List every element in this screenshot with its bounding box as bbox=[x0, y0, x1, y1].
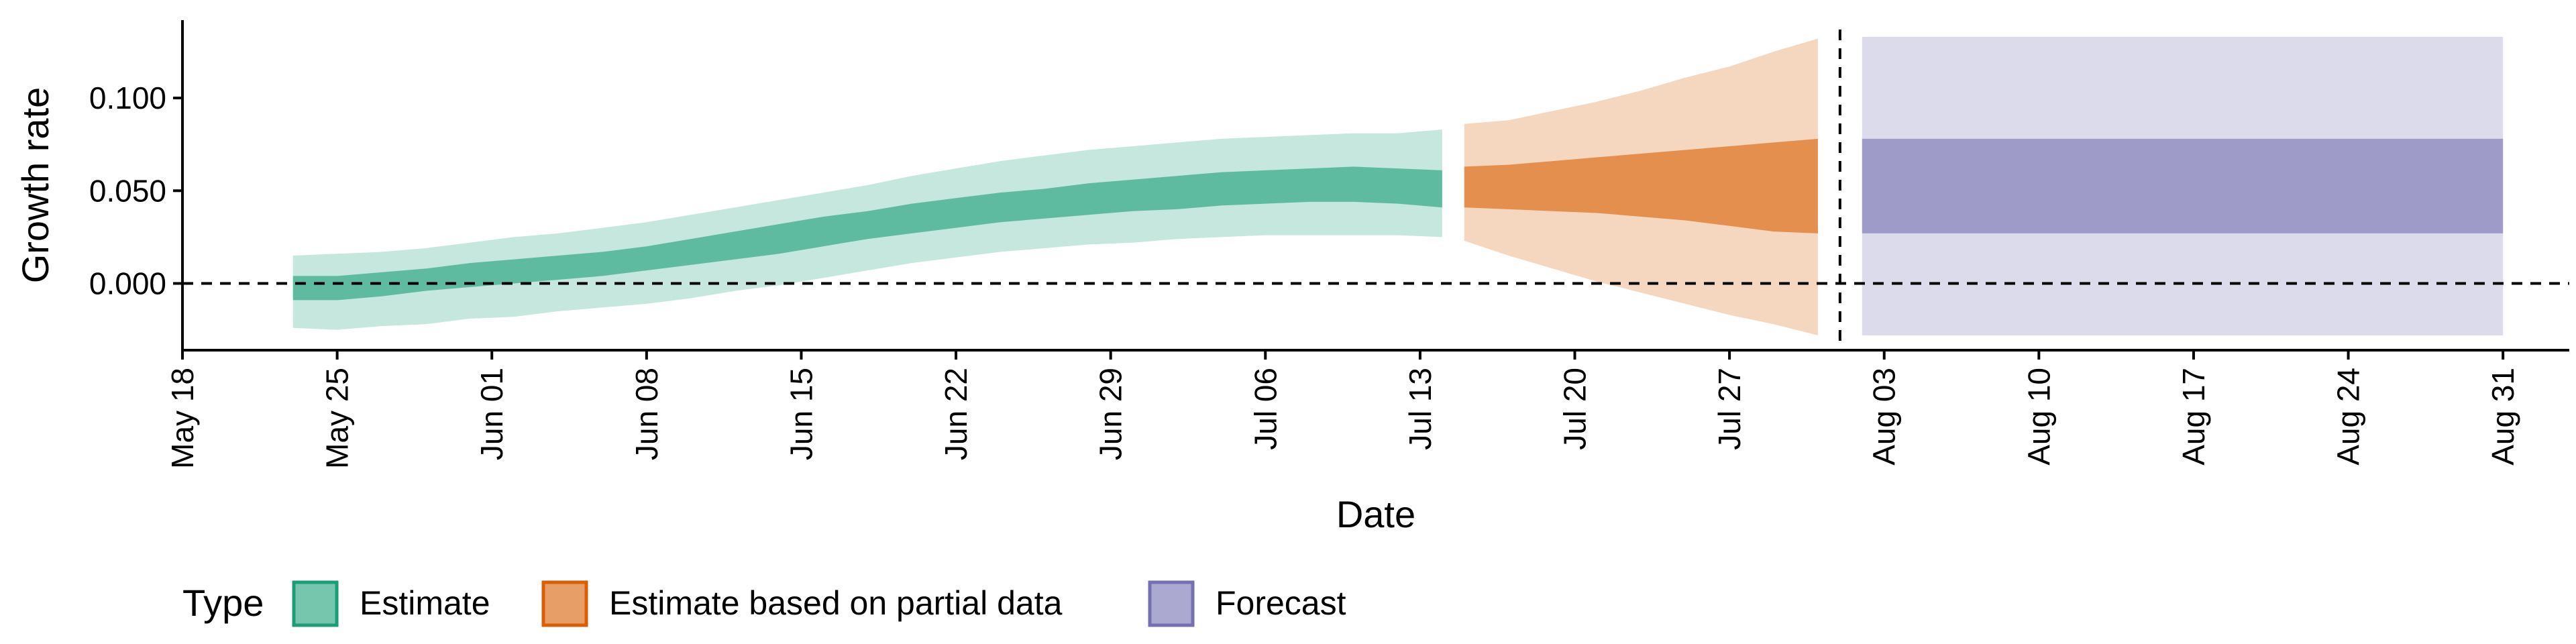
x-tick-label: May 18 bbox=[165, 368, 200, 469]
x-axis-ticks: May 18 May 25 Jun 01 Jun 08 Jun 15 Jun 22 Jun … bbox=[165, 350, 2520, 469]
series-2-band-50 bbox=[1862, 138, 2504, 233]
x-axis-title: Date bbox=[1336, 493, 1415, 535]
y-axis-title: Growth rate bbox=[14, 87, 56, 284]
y-tick-label: 0.100 bbox=[89, 80, 166, 115]
x-tick-label: Jun 08 bbox=[629, 368, 664, 460]
legend-label: Estimate bbox=[360, 584, 490, 622]
y-tick-label: 0.000 bbox=[89, 266, 166, 301]
series-0-band-50 bbox=[292, 166, 1442, 301]
legend-title: Type bbox=[182, 582, 264, 624]
x-tick-label: Jul 20 bbox=[1558, 368, 1593, 450]
x-tick-label: Jun 15 bbox=[784, 368, 818, 460]
series-1-bands bbox=[1464, 38, 1818, 335]
series-1-band-50 bbox=[1464, 138, 1818, 233]
legend-swatch bbox=[292, 580, 339, 627]
x-tick-label: Aug 24 bbox=[2331, 368, 2366, 466]
legend: Type Estimate Estimate based on partial d… bbox=[182, 580, 1346, 627]
reference-lines bbox=[182, 30, 2569, 350]
x-tick-label: Jun 01 bbox=[474, 368, 509, 460]
legend-item: Forecast bbox=[1148, 580, 1346, 627]
legend-swatch bbox=[1148, 580, 1195, 627]
x-tick-label: Jul 27 bbox=[1712, 368, 1747, 450]
series-0-bands bbox=[292, 129, 1442, 330]
axes bbox=[181, 20, 2569, 352]
y-tick-label: 0.050 bbox=[89, 173, 166, 208]
legend-label: Estimate based on partial data bbox=[609, 584, 1063, 622]
y-axis-ticks: 0.000 0.050 0.100 bbox=[89, 80, 182, 301]
series-2-bands bbox=[1862, 36, 2504, 335]
x-tick-label: May 25 bbox=[320, 368, 355, 469]
x-tick-label: Aug 10 bbox=[2021, 368, 2056, 466]
x-tick-label: Aug 17 bbox=[2176, 368, 2211, 466]
legend-item: Estimate based on partial data bbox=[541, 580, 1063, 627]
x-tick-label: Jul 06 bbox=[1248, 368, 1283, 450]
x-tick-label: Aug 03 bbox=[1867, 368, 1902, 466]
x-tick-label: Jul 13 bbox=[1403, 368, 1438, 450]
x-tick-label: Jun 22 bbox=[938, 368, 973, 460]
legend-item: Estimate bbox=[292, 580, 490, 627]
uncertainty-bands bbox=[292, 36, 2504, 335]
legend-swatch bbox=[541, 580, 588, 627]
legend-label: Forecast bbox=[1216, 584, 1346, 622]
x-tick-label: Aug 31 bbox=[2485, 368, 2520, 466]
x-tick-label: Jun 29 bbox=[1093, 368, 1128, 460]
